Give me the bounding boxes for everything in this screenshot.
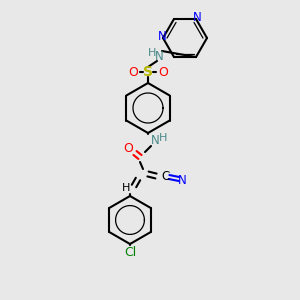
Text: N: N [178, 173, 186, 187]
Text: Cl: Cl [124, 245, 136, 259]
Text: N: N [154, 50, 164, 64]
Text: N: N [193, 11, 201, 24]
Text: O: O [123, 142, 133, 155]
Text: C: C [161, 170, 169, 184]
Text: H: H [122, 183, 130, 193]
Text: H: H [159, 133, 167, 143]
Text: H: H [148, 48, 156, 58]
Text: N: N [158, 31, 166, 44]
Text: O: O [158, 65, 168, 79]
Text: N: N [151, 134, 159, 146]
Text: S: S [143, 65, 153, 79]
Text: O: O [128, 65, 138, 79]
